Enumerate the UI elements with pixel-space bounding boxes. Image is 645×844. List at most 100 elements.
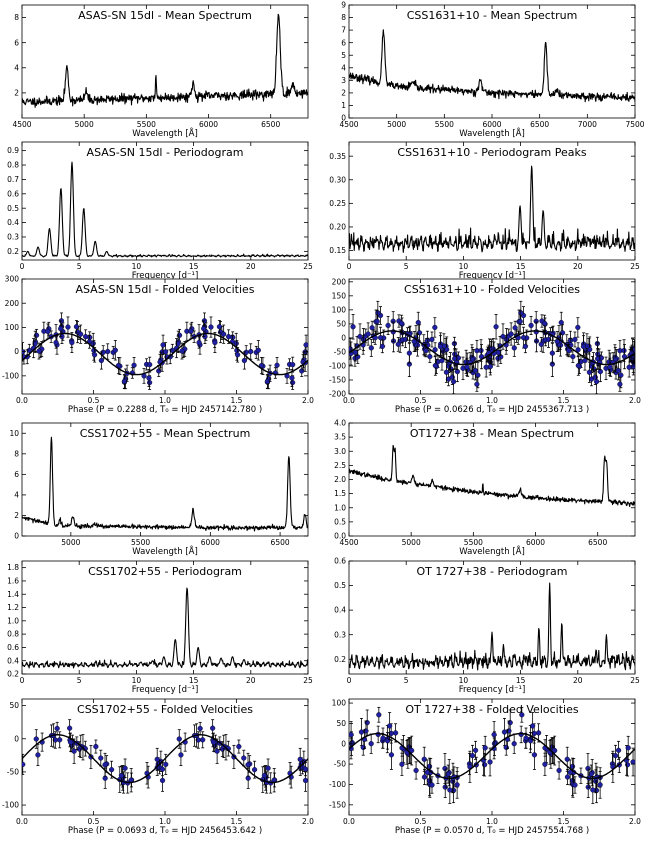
y-tick-label: 4.0 — [334, 419, 346, 428]
plot-area — [349, 300, 635, 394]
panel-2: 0 5 10 15 20 25 0.2 0.3 0.4 0.5 0.6 0.7 0.8 0.9 ASAS-S… — [7, 141, 313, 281]
velocity-point — [549, 350, 555, 356]
velocity-point — [443, 369, 450, 375]
velocity-point — [615, 367, 621, 374]
plot-frame — [348, 698, 636, 816]
x-tick-label: 7000 — [578, 120, 597, 129]
y-tick-label: 4 — [341, 63, 346, 72]
y-tick-label: 0.4 — [7, 218, 19, 227]
velocity-point — [261, 772, 268, 779]
plot-area — [349, 444, 635, 508]
x-tick-label: 6500 — [271, 538, 290, 547]
x-tick-label: 20 — [573, 262, 583, 271]
velocity-point — [535, 730, 542, 736]
velocity-point — [558, 319, 564, 326]
y-tick-label: 7 — [341, 26, 346, 35]
x-tick-label: 0 — [347, 262, 352, 271]
y-tick-label: 0 — [14, 347, 19, 356]
velocity-point — [566, 348, 572, 354]
velocity-point — [52, 737, 58, 743]
velocity-point — [545, 336, 552, 343]
velocity-point — [572, 336, 578, 343]
velocity-point — [626, 364, 632, 370]
panel-8: 0 5 10 15 20 25 0.2 0.4 0.6 0.8 1.0 1.2 1.4 1.6 1.8 CSS… — [7, 560, 313, 695]
velocity-point — [251, 767, 258, 773]
velocity-point — [350, 324, 356, 330]
x-tick-label: 7500 — [625, 120, 644, 129]
velocity-point — [210, 739, 217, 745]
y-tick-label: 4 — [14, 491, 19, 500]
velocity-point — [585, 765, 591, 772]
velocity-point — [399, 761, 405, 767]
velocity-point — [159, 777, 166, 784]
x-tick-label: 5000 — [75, 120, 94, 129]
plot-area — [22, 13, 308, 108]
y-tick-label: 0.25 — [329, 199, 346, 208]
x-tick-label: 1.0 — [159, 396, 171, 405]
velocity-point — [564, 774, 571, 780]
velocity-point — [35, 752, 41, 758]
velocity-point — [376, 712, 382, 718]
velocity-point — [53, 339, 59, 346]
velocity-point — [625, 745, 631, 751]
y-tick-label: 1.0 — [334, 503, 346, 512]
x-tick-label: 0.5 — [88, 396, 100, 405]
velocity-point — [421, 774, 428, 780]
x-tick-label: 5500 — [131, 538, 150, 547]
x-tick-label: 15 — [516, 676, 526, 685]
x-axis-label: Wavelength [Å] — [459, 127, 525, 139]
panel-title: ASAS-SN 15dl - Folded Velocities — [75, 283, 254, 296]
y-tick-label: 0.8 — [7, 630, 19, 639]
panel-3: 0 5 10 15 20 25 0.15 0.20 0.25 0.30 0.35 CSS1631+10… — [329, 141, 640, 281]
x-tick-label: 2.0 — [302, 396, 314, 405]
x-tick-label: 25 — [303, 676, 313, 685]
velocity-point — [432, 362, 438, 369]
y-tick-label: -100 — [329, 780, 346, 789]
velocity-point — [487, 759, 493, 765]
y-tick-label: 6 — [14, 38, 19, 47]
y-tick-label: 1.8 — [7, 563, 19, 572]
velocity-point — [235, 352, 241, 358]
velocity-point — [67, 739, 74, 745]
spectrum-line — [349, 29, 635, 103]
velocity-point — [200, 737, 206, 743]
x-tick-label: 0.0 — [16, 817, 28, 826]
velocity-point — [160, 342, 166, 348]
panel-title: CSS1702+55 - Folded Velocities — [77, 703, 253, 716]
y-tick-label: 1.4 — [7, 590, 19, 599]
x-axis-label: Wavelength [Å] — [459, 545, 525, 557]
velocity-point — [375, 310, 381, 316]
velocity-point — [368, 741, 374, 747]
velocity-point — [105, 348, 111, 355]
velocity-point — [159, 766, 166, 772]
y-tick-label: 0.2 — [7, 670, 19, 679]
panel-title: OT1727+38 - Mean Spectrum — [410, 427, 574, 440]
panel-11: 0.0 0.5 1.0 1.5 2.0 -150 -100 -50 0 50 100 OT 1727+… — [329, 698, 641, 836]
velocity-point — [517, 318, 523, 325]
y-tick-label: 1.5 — [334, 489, 346, 498]
velocity-point — [163, 761, 169, 767]
velocity-point — [464, 364, 470, 370]
velocity-point — [241, 755, 247, 761]
x-axis-label: Frequency [d⁻¹] — [459, 271, 526, 281]
velocity-point — [409, 747, 415, 754]
velocity-point — [216, 324, 223, 330]
x-tick-label: 0.0 — [343, 396, 355, 405]
x-tick-label: 6000 — [482, 120, 501, 129]
velocity-point — [429, 782, 435, 788]
velocity-point — [542, 761, 548, 767]
velocity-point — [607, 364, 613, 370]
y-tick-label: 0 — [341, 739, 346, 748]
y-tick-label: 0 — [341, 114, 346, 123]
velocity-point — [442, 765, 448, 772]
velocity-point — [380, 735, 386, 741]
velocity-point — [469, 753, 476, 759]
velocity-point — [365, 331, 371, 337]
y-tick-label: 6 — [14, 470, 19, 479]
velocity-point — [360, 744, 366, 751]
velocity-point — [195, 737, 201, 743]
velocity-point — [424, 769, 430, 775]
panel-title: CSS1631+10 - Periodogram Peaks — [397, 146, 586, 159]
plot-area — [349, 706, 635, 804]
sine-fit-curve — [349, 330, 635, 366]
